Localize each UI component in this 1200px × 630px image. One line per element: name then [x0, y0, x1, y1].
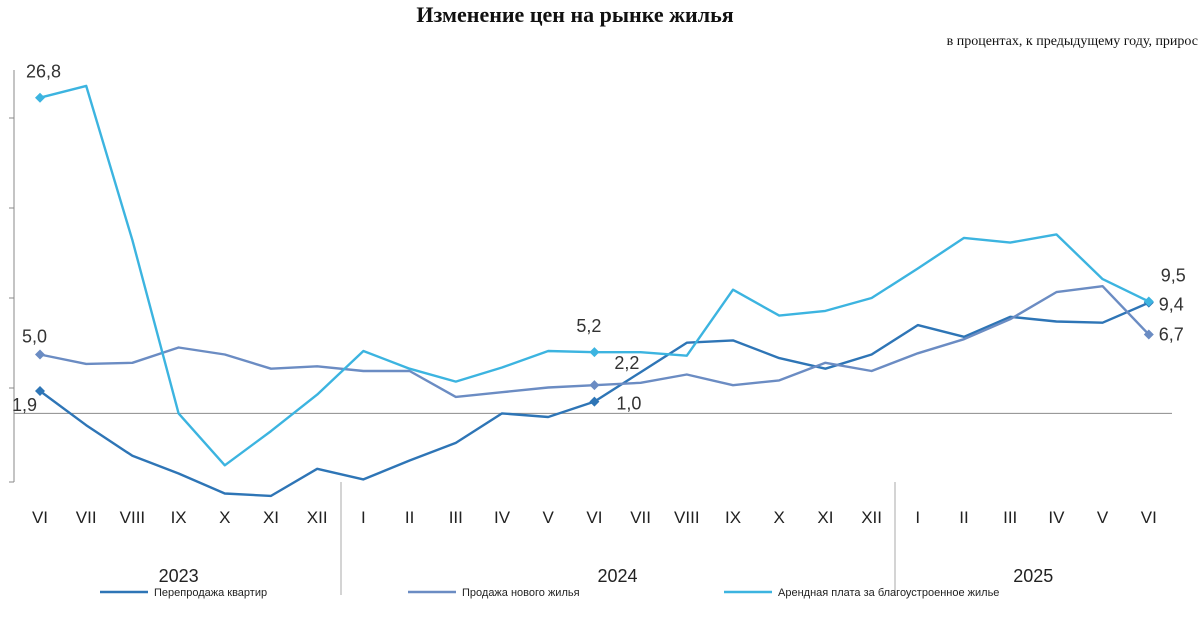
data-point-marker	[1143, 329, 1154, 340]
legend-label: Арендная плата за благоустроенное жилье	[778, 587, 999, 599]
data-label: 2,2	[614, 353, 639, 373]
data-label: 9,4	[1159, 295, 1184, 315]
legend-label: Перепродажа квартир	[154, 587, 267, 599]
x-tick-label: IX	[725, 508, 741, 527]
year-label: 2024	[597, 566, 637, 586]
x-tick-label: I	[915, 508, 920, 527]
x-tick-label: VI	[1141, 508, 1157, 527]
x-tick-label: VIII	[674, 508, 700, 527]
data-label: 1,0	[616, 394, 641, 414]
series-line-3	[39, 84, 1150, 467]
data-point-marker	[589, 380, 600, 391]
x-tick-label: IV	[494, 508, 511, 527]
data-point-marker	[589, 347, 600, 358]
data-label: 9,5	[1161, 266, 1186, 286]
x-tick-label: VII	[630, 508, 651, 527]
data-label: 1,9	[12, 395, 37, 415]
x-tick-label: III	[1003, 508, 1017, 527]
x-tick-label: VI	[586, 508, 602, 527]
x-tick-label: II	[405, 508, 414, 527]
year-label: 2025	[1013, 566, 1053, 586]
x-tick-label: IV	[1048, 508, 1065, 527]
x-tick-label: X	[219, 508, 230, 527]
data-point-marker	[35, 386, 45, 397]
x-tick-label: XII	[307, 508, 328, 527]
x-tick-label: V	[543, 508, 555, 527]
x-tick-label: II	[959, 508, 968, 527]
x-tick-label: VII	[76, 508, 97, 527]
chart-subtitle: в процентах, к предыдущему году, прирос	[946, 34, 1198, 49]
data-point-marker	[1143, 296, 1154, 307]
x-tick-label: X	[774, 508, 785, 527]
x-tick-label: VI	[32, 508, 48, 527]
data-point-marker	[35, 349, 45, 360]
x-tick-label: XI	[263, 508, 279, 527]
data-label: 5,2	[576, 316, 601, 336]
data-label: 5,0	[22, 327, 47, 347]
x-tick-label: XI	[817, 508, 833, 527]
data-point-marker	[35, 92, 45, 103]
data-label: 6,7	[1159, 324, 1184, 344]
x-tick-label: I	[361, 508, 366, 527]
x-tick-label: VIII	[120, 508, 146, 527]
legend-label: Продажа нового жилья	[462, 587, 580, 599]
x-tick-label: IX	[171, 508, 187, 527]
x-tick-label: III	[449, 508, 463, 527]
data-point-marker	[589, 396, 600, 407]
x-tick-label: XII	[861, 508, 882, 527]
x-tick-label: V	[1097, 508, 1109, 527]
year-label: 2023	[159, 566, 199, 586]
data-label: 26,8	[26, 62, 61, 82]
chart-title: Изменение цен на рынке жилья	[416, 2, 734, 27]
